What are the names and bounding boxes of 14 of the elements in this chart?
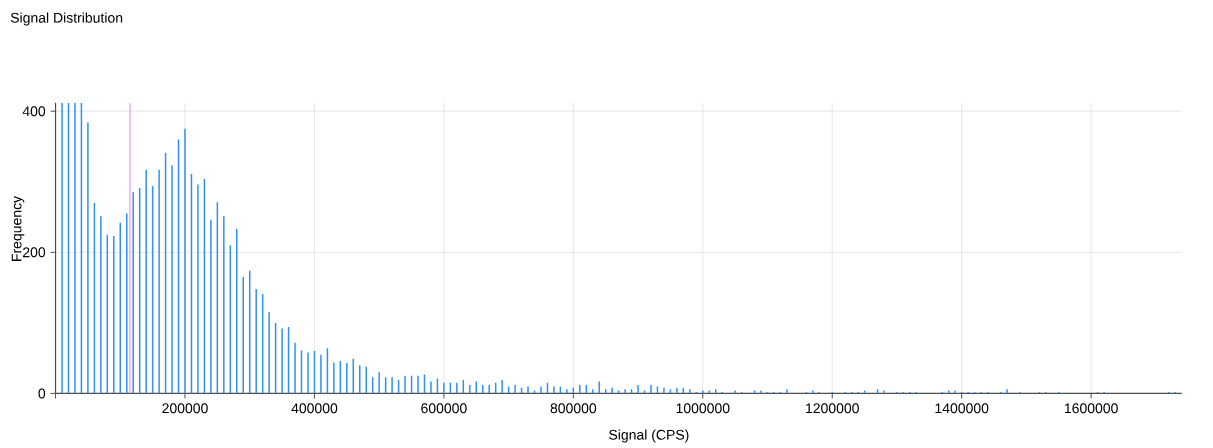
x-axis-title: Signal (CPS) <box>609 429 689 443</box>
x-tick-label: 200000 <box>162 403 208 414</box>
y-axis-title: Frequency <box>11 195 25 261</box>
y-tick-label: 400 <box>22 106 46 117</box>
x-tick-label: 1600000 <box>1064 403 1118 414</box>
x-tick-label: 1000000 <box>676 403 730 414</box>
x-tick-label: 600000 <box>421 403 467 414</box>
y-tick-label: 0 <box>38 388 46 399</box>
x-tick-label: 800000 <box>550 403 597 414</box>
x-tick-label: 1200000 <box>806 403 859 414</box>
chart-title: Signal Distribution <box>10 12 123 26</box>
x-tick-label: 400000 <box>291 403 338 414</box>
y-tick-label: 200 <box>23 247 46 258</box>
x-tick-label: 1400000 <box>935 403 989 414</box>
